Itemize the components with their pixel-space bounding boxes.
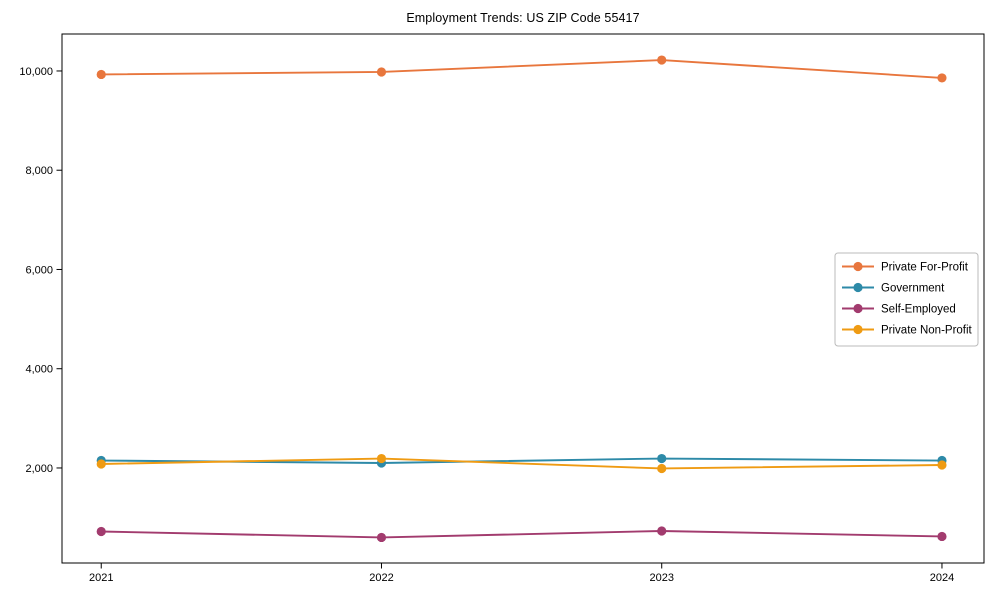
y-tick-label: 4,000 <box>25 364 53 376</box>
x-tick-label: 2023 <box>649 572 673 584</box>
legend-label-private-non-profit: Private Non-Profit <box>881 325 973 337</box>
x-tick-label: 2021 <box>89 572 113 584</box>
y-tick-label: 6,000 <box>25 264 53 276</box>
axes-frame <box>61 33 985 564</box>
y-tick-label: 2,000 <box>25 463 53 475</box>
data-point-self-employed-2024 <box>937 531 947 542</box>
series-line-self-employed <box>101 530 942 539</box>
data-point-private-for-profit-2022 <box>376 67 387 77</box>
data-point-government-2023 <box>657 453 667 464</box>
data-point-private-for-profit-2024 <box>937 73 947 83</box>
chart-title: Employment Trends: US ZIP Code 55417 <box>406 11 640 25</box>
data-point-private-non-profit-2024 <box>937 460 947 470</box>
x-tick-label: 2022 <box>369 572 393 584</box>
data-point-self-employed-2023 <box>657 526 667 536</box>
data-point-private-non-profit-2022 <box>376 453 387 464</box>
legend-label-government: Government <box>881 283 945 295</box>
legend-marker-private-non-profit <box>853 324 863 335</box>
legend-label-private-for-profit: Private For-Profit <box>881 262 969 274</box>
data-point-private-for-profit-2023 <box>657 55 667 65</box>
legend-box <box>834 252 979 347</box>
legend-label-self-employed: Self-Employed <box>881 304 956 316</box>
legend-marker-government <box>853 282 863 293</box>
data-point-private-for-profit-2021 <box>96 69 106 80</box>
data-point-self-employed-2021 <box>96 526 106 537</box>
x-tick-label: 2024 <box>930 572 954 584</box>
data-point-private-non-profit-2021 <box>96 459 106 469</box>
y-tick-label: 10,000 <box>19 66 53 78</box>
series-line-private-non-profit <box>101 457 942 470</box>
data-point-self-employed-2022 <box>376 532 387 543</box>
y-tick-label: 8,000 <box>25 165 53 177</box>
legend-marker-self-employed <box>853 303 863 314</box>
series-line-private-for-profit <box>101 59 943 79</box>
data-point-private-non-profit-2023 <box>657 463 667 474</box>
legend-marker-private-for-profit <box>853 261 863 272</box>
